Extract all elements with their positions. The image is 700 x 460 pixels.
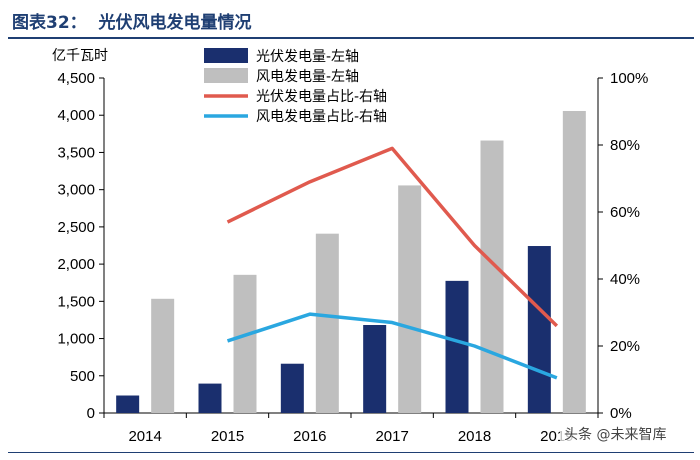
y-tick-label-left: 4,500 bbox=[57, 70, 95, 87]
bar-solar-generation bbox=[363, 325, 387, 413]
x-tick-label: 2017 bbox=[375, 428, 408, 445]
bar-solar-generation bbox=[198, 383, 222, 413]
y-tick-label-left: 2,000 bbox=[57, 256, 95, 273]
lines-group bbox=[226, 146, 559, 380]
title-divider bbox=[8, 37, 694, 39]
legend-label: 光伏发电量-左轴 bbox=[256, 49, 359, 65]
bar-wind-generation bbox=[562, 110, 586, 414]
y-tick-label-left: 3,000 bbox=[57, 182, 95, 199]
legend-swatch bbox=[204, 68, 248, 83]
bar-wind-generation bbox=[151, 298, 175, 413]
y-tick-label-left: 2,500 bbox=[57, 219, 95, 236]
bottom-divider bbox=[8, 452, 694, 453]
y-tick-label-left: 3,500 bbox=[57, 144, 95, 161]
legend-label: 光伏发电量占比-右轴 bbox=[256, 89, 387, 105]
x-tick-label: 2014 bbox=[128, 428, 161, 445]
bar-solar-generation bbox=[116, 395, 140, 413]
x-tick-label: 2016 bbox=[293, 428, 326, 445]
bar-solar-generation bbox=[280, 363, 304, 413]
y-tick-label-right: 100% bbox=[610, 70, 648, 87]
x-tick-label: 2018 bbox=[458, 428, 491, 445]
line-wind-share bbox=[226, 312, 558, 380]
source-watermark: 头条 @未来智库 bbox=[560, 424, 671, 444]
y-tick-label-left: 4,000 bbox=[57, 107, 95, 124]
bar-wind-generation bbox=[398, 185, 422, 413]
bar-wind-generation bbox=[233, 274, 257, 413]
y-tick-label-left: 0 bbox=[87, 405, 95, 422]
y-tick-label-right: 40% bbox=[610, 271, 640, 288]
y-tick-label-right: 0% bbox=[610, 405, 632, 422]
figure-title: 图表32： 光伏风电发电量情况 bbox=[12, 13, 252, 33]
legend-swatch bbox=[204, 48, 248, 63]
bar-solar-generation bbox=[527, 246, 551, 413]
y-tick-label-right: 20% bbox=[610, 338, 640, 355]
y-tick-label-right: 80% bbox=[610, 137, 640, 154]
figure-title-bar: 图表32： 光伏风电发电量情况 bbox=[0, 0, 700, 40]
bar-solar-generation bbox=[445, 280, 469, 413]
x-tick-label: 2015 bbox=[211, 428, 244, 445]
y-tick-label-left: 1,500 bbox=[57, 293, 95, 310]
line-solar-share bbox=[226, 146, 559, 328]
y-tick-label-left: 1,000 bbox=[57, 331, 95, 348]
bar-wind-generation bbox=[480, 140, 504, 414]
bars-group bbox=[116, 110, 586, 414]
bar-wind-generation bbox=[315, 233, 339, 413]
legend-label: 风电发电量占比-右轴 bbox=[256, 109, 387, 125]
axes-group: 0 500 1,000 1,500 2,000 2,500 3,000 3,500 4,000 4… bbox=[52, 48, 648, 445]
y-axis-unit-label: 亿千瓦时 bbox=[52, 48, 108, 64]
legend-label: 风电发电量-左轴 bbox=[256, 69, 359, 85]
y-tick-label-left: 500 bbox=[70, 368, 95, 385]
y-tick-label-right: 60% bbox=[610, 204, 640, 221]
